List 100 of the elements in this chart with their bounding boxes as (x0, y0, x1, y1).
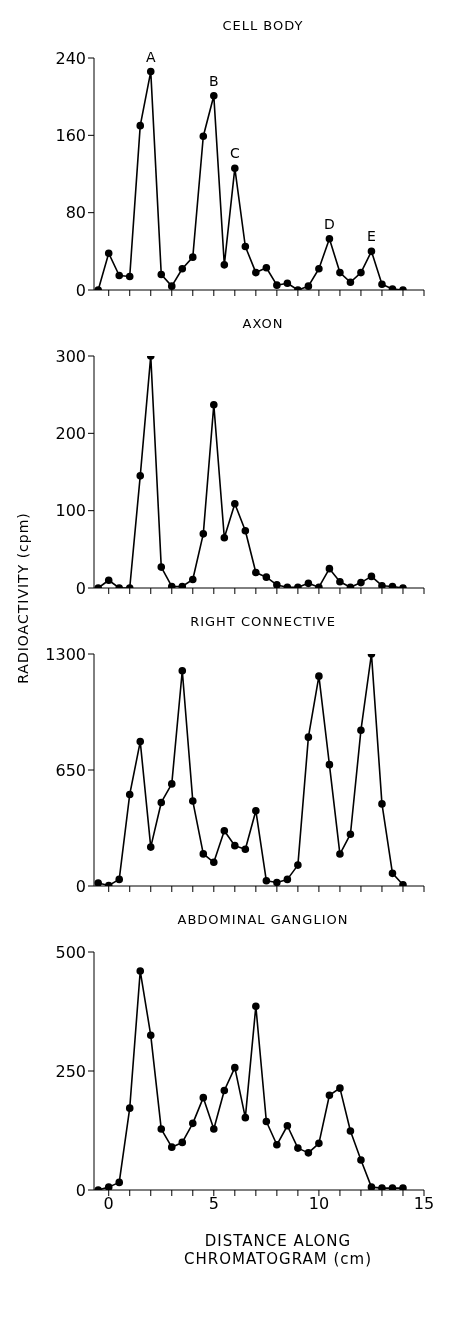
point (231, 841, 239, 850)
point (146, 67, 155, 76)
y-tick-label: 80 (65, 203, 86, 223)
point (357, 578, 365, 587)
point (220, 261, 229, 269)
x-tick-label: 0 (103, 1194, 114, 1214)
chart-title: RIGHT CONNECTIVE (189, 614, 337, 631)
point (378, 800, 386, 808)
point (378, 1184, 386, 1190)
y-tick-label: 250 (55, 1061, 86, 1081)
point (273, 281, 281, 289)
point (325, 1091, 334, 1100)
x-tick-label: 10 (308, 1194, 330, 1214)
point (199, 132, 208, 141)
point (167, 282, 176, 290)
point (210, 400, 218, 409)
point (294, 861, 302, 869)
point (157, 563, 166, 571)
point (178, 1138, 187, 1147)
point (210, 91, 218, 100)
point (136, 472, 145, 480)
annotation: A (145, 48, 156, 65)
point (315, 1139, 323, 1148)
chart-title: AXON (241, 316, 285, 333)
point (136, 737, 145, 746)
annotation: B (209, 72, 219, 89)
annotation: E (367, 228, 376, 245)
point (199, 850, 208, 858)
point (357, 726, 365, 734)
point (136, 967, 145, 975)
chart-title: CELL BODY (221, 18, 305, 35)
point (115, 1178, 124, 1187)
y-tick-label: 500 (55, 942, 86, 962)
point (252, 1002, 260, 1011)
point (283, 279, 292, 288)
point (231, 1063, 239, 1072)
point (115, 875, 124, 884)
point (346, 830, 355, 839)
y-tick-label: 300 (55, 346, 86, 366)
point (304, 1149, 313, 1157)
point (157, 1125, 166, 1133)
point (157, 798, 166, 807)
x-tick-label: 15 (413, 1194, 435, 1214)
point (231, 499, 239, 508)
point (388, 869, 397, 878)
point (262, 573, 271, 581)
point (125, 272, 134, 281)
y-tick-label: 1300 (45, 644, 86, 664)
point (399, 880, 407, 886)
point (346, 278, 355, 287)
point (199, 530, 208, 538)
point (336, 268, 344, 277)
point (367, 1183, 376, 1190)
point (336, 1084, 344, 1092)
point (325, 760, 334, 769)
point (241, 242, 250, 251)
point (146, 1031, 155, 1040)
point (188, 253, 197, 261)
y-tick-label: 0 (75, 280, 86, 300)
point (378, 581, 386, 588)
point (94, 879, 102, 886)
y-tick-label: 160 (55, 126, 86, 146)
x-axis-title: DISTANCE ALONG CHROMATOGRAM (cm) (183, 1232, 373, 1268)
point (188, 797, 197, 805)
point (304, 579, 313, 588)
point (304, 282, 313, 290)
point (336, 850, 344, 858)
point (262, 263, 271, 272)
y-tick-label: 650 (55, 760, 86, 780)
annotation: D (324, 215, 335, 232)
point (199, 1093, 208, 1102)
point (178, 666, 187, 675)
annotation: C (229, 145, 240, 162)
point (210, 858, 218, 867)
point (378, 280, 386, 288)
point (157, 270, 166, 279)
x-tick-label: 5 (208, 1194, 219, 1214)
y-tick-label: 0 (75, 1180, 86, 1200)
point (304, 733, 313, 741)
point (188, 575, 197, 584)
point (252, 806, 260, 815)
chart-title: ABDOMINAL GANGLION (176, 912, 350, 929)
point (315, 264, 323, 273)
point (220, 1086, 229, 1095)
point (262, 1117, 271, 1126)
point (357, 1156, 365, 1164)
point (336, 578, 344, 586)
point (241, 845, 250, 854)
point (188, 1119, 197, 1128)
point (262, 877, 271, 885)
point (125, 1104, 134, 1112)
point (167, 1143, 176, 1151)
y-tick-label: 200 (55, 424, 86, 444)
point (220, 533, 229, 542)
y-tick-label: 0 (75, 876, 86, 896)
point (231, 164, 239, 172)
point (167, 780, 176, 788)
y-tick-label: 0 (75, 578, 86, 598)
point (294, 1144, 302, 1152)
point (273, 878, 281, 886)
